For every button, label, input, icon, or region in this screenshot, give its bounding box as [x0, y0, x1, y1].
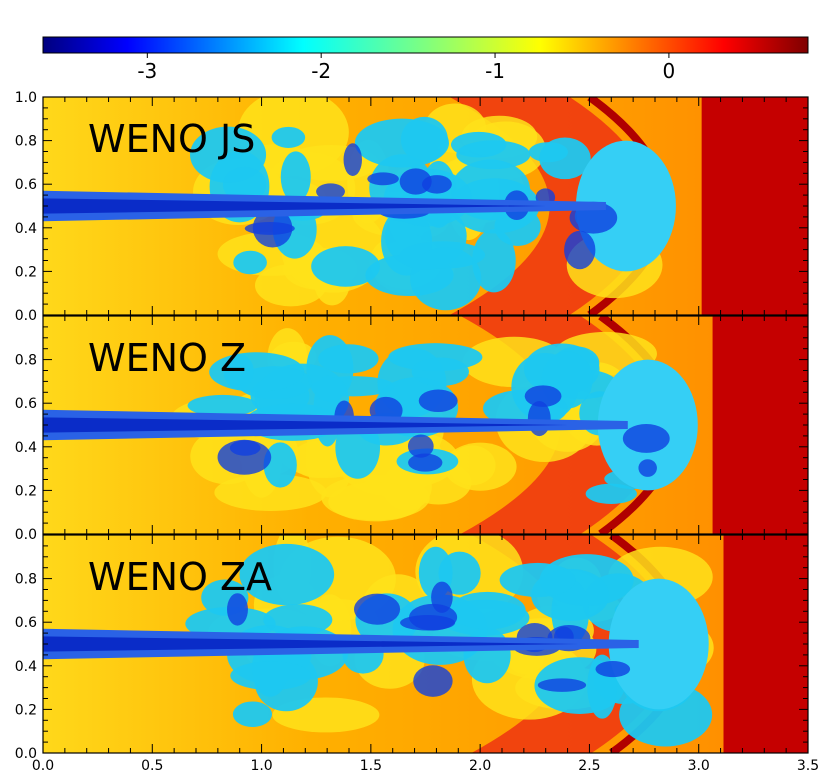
- panel-3: WENO ZA 0.0 0.2 0.4 0.6 0.8: [15, 534, 809, 762]
- dense-blob: [638, 459, 657, 477]
- density-field: [43, 535, 808, 753]
- y-tick-label: 0.4: [15, 440, 37, 456]
- mixing-blob: [585, 483, 637, 504]
- mixing-blob: [456, 140, 531, 170]
- mixing-blob: [472, 229, 516, 293]
- dense-blob: [595, 661, 631, 678]
- ticks: [42, 315, 809, 535]
- colorbar-ticks: [146, 53, 670, 58]
- mixing-blob: [263, 442, 297, 488]
- colorbar-tick-label: 0: [663, 59, 676, 83]
- mixing-blob: [239, 543, 335, 606]
- dense-blob: [407, 434, 434, 458]
- panel-2: WENO Z 0.0 0.2 0.4 0.6 0.8: [15, 315, 809, 543]
- y-tick-label: 0.6: [15, 177, 37, 193]
- y-tick-label: 0.4: [15, 659, 37, 675]
- dense-blob: [409, 603, 458, 631]
- mixing-blob: [280, 151, 311, 203]
- colorbar-tick-label: -2: [311, 59, 331, 83]
- dense-blob: [524, 385, 562, 407]
- y-tick-label: 0.0: [15, 527, 37, 543]
- mixing-blob: [539, 137, 591, 180]
- dense-blob: [422, 175, 452, 194]
- mixing-blob: [463, 627, 511, 684]
- x-tick-label: 1.0: [250, 758, 272, 774]
- mixing-blob: [311, 246, 380, 287]
- y-tick-label: 0.2: [15, 702, 37, 718]
- x-tick-label: 3.0: [688, 758, 710, 774]
- colorbar-tick-label: -3: [137, 59, 157, 83]
- y-tick-label: 0.2: [15, 483, 37, 499]
- dense-blob: [367, 172, 399, 186]
- ticks: [42, 534, 809, 754]
- jet-head: [575, 140, 676, 272]
- jet-core: [43, 198, 546, 214]
- x-tick-label: 2.0: [469, 758, 491, 774]
- y-tick-label: 0.8: [15, 134, 37, 150]
- mixing-blob: [354, 118, 449, 168]
- x-tick-label: 0.5: [141, 758, 163, 774]
- mixing-blob: [232, 701, 273, 728]
- density-field: [43, 97, 808, 315]
- jet-head: [608, 578, 709, 710]
- colorbar-gradient: [42, 36, 809, 54]
- mixing-blob: [187, 394, 258, 417]
- dense-blob: [622, 424, 670, 453]
- mixing-blob: [230, 661, 312, 691]
- mixing-blob: [233, 250, 267, 275]
- y-tick-label: 0.2: [15, 264, 37, 280]
- panels: WENO JS 0.0 0.2 0.4 0.6 0.8 1.0 WENO Z 0.0 0.2 0.4…: [15, 90, 809, 762]
- ticks: [42, 96, 809, 316]
- colorbar: -3 -2 -1 0: [42, 36, 809, 83]
- dense-blob: [564, 230, 596, 270]
- dense-blob: [418, 389, 458, 413]
- mixing-blob: [411, 357, 469, 387]
- y-tick-label: 0.0: [15, 746, 37, 762]
- y-tick-label: 0.8: [15, 572, 37, 588]
- panel-title: WENO ZA: [88, 555, 272, 599]
- mixing-blob: [271, 126, 306, 148]
- y-tick-label: 1.0: [15, 90, 37, 106]
- jet-core: [43, 636, 579, 652]
- jet-core: [43, 417, 568, 433]
- dense-blob: [343, 143, 362, 177]
- dense-blob: [227, 593, 248, 626]
- ambient-region: [712, 316, 808, 534]
- mixing-blob: [318, 344, 379, 374]
- mixing-blob: [209, 352, 305, 392]
- density-field: [43, 316, 808, 534]
- panel-title: WENO Z: [88, 336, 246, 380]
- ambient-region: [723, 535, 808, 753]
- dense-blob: [217, 439, 272, 475]
- mixing-blob: [449, 591, 526, 630]
- dense-blob: [413, 665, 453, 697]
- mixing-edge: [448, 445, 496, 486]
- colorbar-tick-label: -1: [485, 59, 505, 83]
- y-tick-label: 0.6: [15, 615, 37, 631]
- colorbar-tick-labels: -3 -2 -1 0: [137, 59, 675, 83]
- dense-blob: [252, 208, 293, 248]
- x-axis-tick-labels: 0.0 0.5 1.0 1.5 2.0 2.5 3.0 3.5: [32, 758, 819, 774]
- dense-blob: [537, 678, 587, 692]
- dense-blob: [316, 183, 345, 200]
- dense-blob: [354, 593, 401, 625]
- x-tick-label: 2.5: [578, 758, 600, 774]
- y-tick-label: 0.8: [15, 353, 37, 369]
- mixing-layer: [170, 328, 698, 522]
- x-tick-label: 1.5: [360, 758, 382, 774]
- panel-title: WENO JS: [88, 117, 255, 161]
- x-tick-label: 0.0: [32, 758, 54, 774]
- ambient-region: [701, 97, 808, 315]
- mixing-blob: [410, 247, 482, 311]
- x-tick-label: 3.5: [797, 758, 819, 774]
- mixing-blob: [499, 562, 576, 598]
- y-tick-label: 0.6: [15, 396, 37, 412]
- panel-1: WENO JS 0.0 0.2 0.4 0.6 0.8 1.0: [15, 90, 809, 324]
- y-tick-label: 0.0: [15, 308, 37, 324]
- y-tick-label: 0.4: [15, 221, 37, 237]
- dense-blob: [408, 453, 443, 472]
- mixing-edge: [328, 482, 423, 522]
